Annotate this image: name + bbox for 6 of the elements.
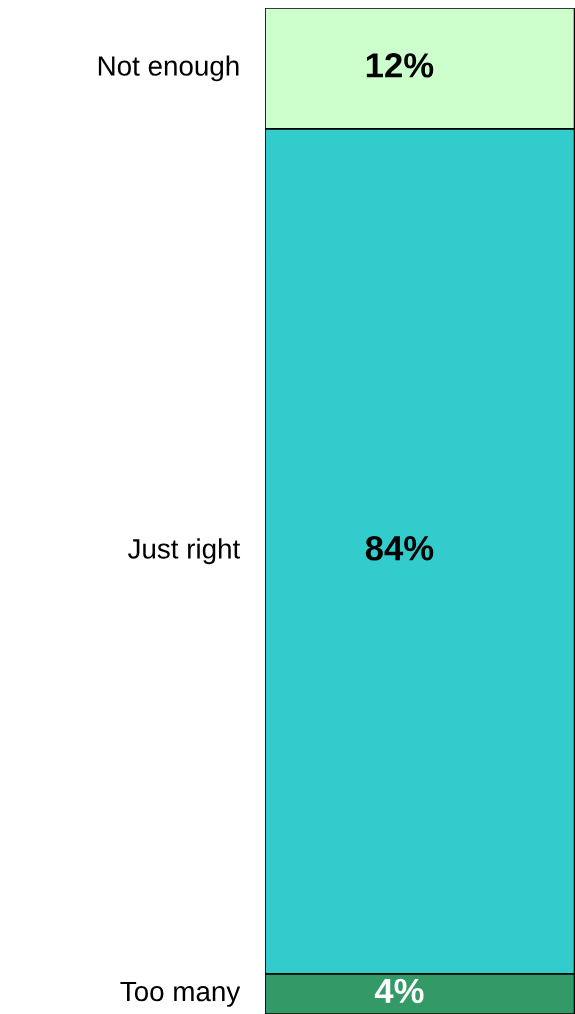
data-label: 84% <box>365 535 434 561</box>
series-label: Not enough <box>98 55 239 82</box>
series-label: Too many <box>120 981 241 1007</box>
data-label: 12% <box>366 53 434 78</box>
data-label: 4% <box>374 978 424 1004</box>
series-label: Just right <box>127 538 241 565</box>
